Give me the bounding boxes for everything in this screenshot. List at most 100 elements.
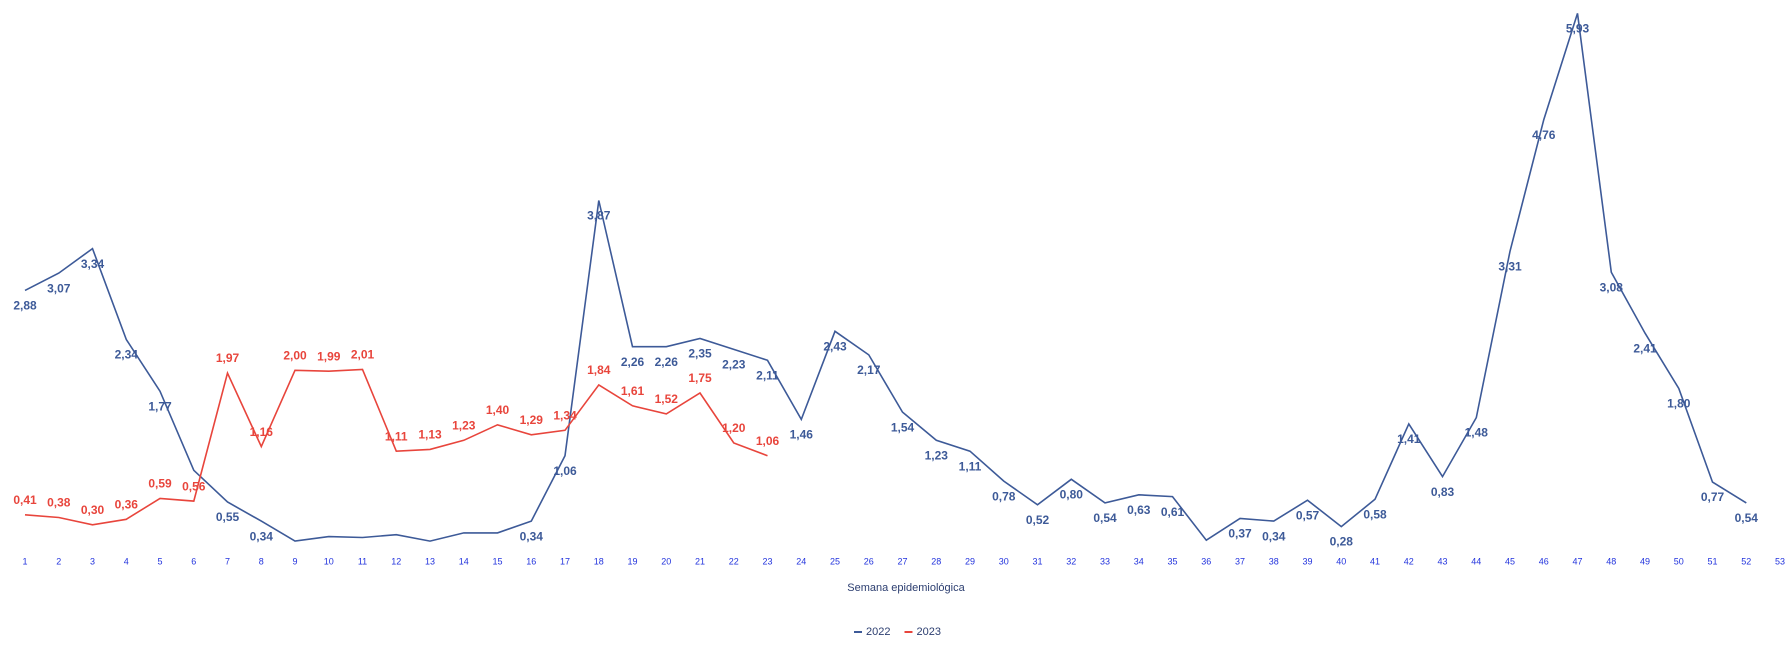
data-label: 0,80 (1060, 488, 1084, 502)
data-label: 0,59 (148, 477, 172, 491)
data-label: 0,52 (1026, 513, 1050, 527)
x-tick-label: 9 (292, 556, 297, 566)
data-label: 0,63 (1127, 503, 1151, 517)
x-tick-label: 14 (459, 556, 469, 566)
x-tick-label: 43 (1437, 556, 1447, 566)
x-tick-label: 53 (1775, 556, 1785, 566)
data-label: 1,61 (621, 384, 645, 398)
x-tick-label: 36 (1201, 556, 1211, 566)
x-tick-label: 47 (1572, 556, 1582, 566)
x-tick-label: 8 (259, 556, 264, 566)
x-tick-label: 24 (796, 556, 806, 566)
x-tick-label: 26 (864, 556, 874, 566)
data-label: 0,28 (1330, 535, 1354, 549)
data-label: 0,34 (520, 529, 544, 543)
x-tick-label: 25 (830, 556, 840, 566)
x-tick-label: 18 (594, 556, 604, 566)
data-label: 1,11 (959, 459, 982, 473)
data-label: 2,01 (351, 348, 375, 362)
x-tick-label: 1 (22, 556, 27, 566)
data-label: 1,23 (452, 418, 476, 432)
data-label: 0,30 (81, 503, 105, 517)
series-line (24, 13, 1747, 542)
x-tick-label: 39 (1302, 556, 1312, 566)
x-tick-label: 10 (324, 556, 334, 566)
data-label: 1,52 (655, 392, 679, 406)
x-tick-label: 17 (560, 556, 570, 566)
data-label: 2,11 (756, 369, 779, 383)
data-label: 2,26 (621, 355, 645, 369)
x-tick-label: 33 (1100, 556, 1110, 566)
data-label: 1,80 (1667, 397, 1691, 411)
x-tick-label: 3 (90, 556, 95, 566)
data-label: 0,58 (1363, 507, 1387, 521)
data-label: 3,34 (81, 257, 105, 271)
x-tick-label: 46 (1539, 556, 1549, 566)
x-tick-label: 50 (1674, 556, 1684, 566)
data-label: 1,40 (486, 403, 510, 417)
x-tick-label: 49 (1640, 556, 1650, 566)
data-label: 0,78 (992, 489, 1016, 503)
x-tick-label: 21 (695, 556, 705, 566)
data-label: 1,54 (891, 420, 915, 434)
x-tick-label: 22 (729, 556, 739, 566)
x-tick-label: 31 (1032, 556, 1042, 566)
x-tick-label: 52 (1741, 556, 1751, 566)
x-tick-label: 12 (391, 556, 401, 566)
data-label: 1,06 (553, 464, 577, 478)
data-label: 2,88 (13, 299, 37, 313)
x-tick-label: 37 (1235, 556, 1245, 566)
data-label: 4,76 (1532, 128, 1556, 142)
data-label: 1,20 (722, 421, 746, 435)
data-label: 0,34 (1262, 529, 1286, 543)
x-tick-label: 13 (425, 556, 435, 566)
x-tick-label: 23 (762, 556, 772, 566)
data-label: 0,61 (1161, 505, 1185, 519)
data-label: 1,48 (1465, 426, 1489, 440)
x-tick-label: 5 (157, 556, 162, 566)
data-label: 2,43 (823, 339, 847, 353)
x-tick-label: 6 (191, 556, 196, 566)
data-label: 3,07 (47, 281, 71, 295)
data-label: 1,84 (587, 363, 611, 377)
data-label: 0,41 (13, 493, 37, 507)
legend-label: 2022 (866, 626, 890, 638)
data-label: 3,31 (1498, 260, 1522, 274)
x-tick-label: 48 (1606, 556, 1616, 566)
x-tick-label: 40 (1336, 556, 1346, 566)
x-tick-label: 30 (999, 556, 1009, 566)
data-label: 2,23 (722, 358, 746, 372)
x-tick-label: 45 (1505, 556, 1515, 566)
data-label: 0,37 (1228, 527, 1252, 541)
data-label: 1,29 (520, 413, 544, 427)
x-tick-label: 15 (492, 556, 502, 566)
x-tick-label: 51 (1707, 556, 1717, 566)
x-tick-label: 16 (526, 556, 536, 566)
series-line (24, 368, 768, 526)
x-tick-label: 7 (225, 556, 230, 566)
x-tick-label: 27 (897, 556, 907, 566)
x-tick-label: 44 (1471, 556, 1481, 566)
data-label: 0,55 (216, 510, 240, 524)
data-label: 2,17 (857, 363, 881, 377)
x-tick-label: 42 (1404, 556, 1414, 566)
x-tick-label: 29 (965, 556, 975, 566)
data-label: 1,13 (418, 428, 442, 442)
x-tick-label: 34 (1134, 556, 1144, 566)
data-label: 1,77 (148, 399, 172, 413)
data-label: 1,46 (790, 428, 814, 442)
data-label: 0,36 (115, 497, 139, 511)
data-label: 0,54 (1093, 511, 1117, 525)
x-tick-label: 32 (1066, 556, 1076, 566)
data-label: 1,99 (317, 349, 341, 363)
x-tick-label: 11 (358, 556, 367, 566)
x-tick-label: 4 (124, 556, 129, 566)
x-tick-label: 20 (661, 556, 671, 566)
data-label: 0,34 (250, 529, 274, 543)
x-tick-label: 2 (56, 556, 61, 566)
data-label: 1,34 (553, 408, 577, 422)
data-label: 1,75 (688, 371, 712, 385)
data-label: 0,57 (1296, 508, 1320, 522)
x-tick-label: 35 (1167, 556, 1177, 566)
